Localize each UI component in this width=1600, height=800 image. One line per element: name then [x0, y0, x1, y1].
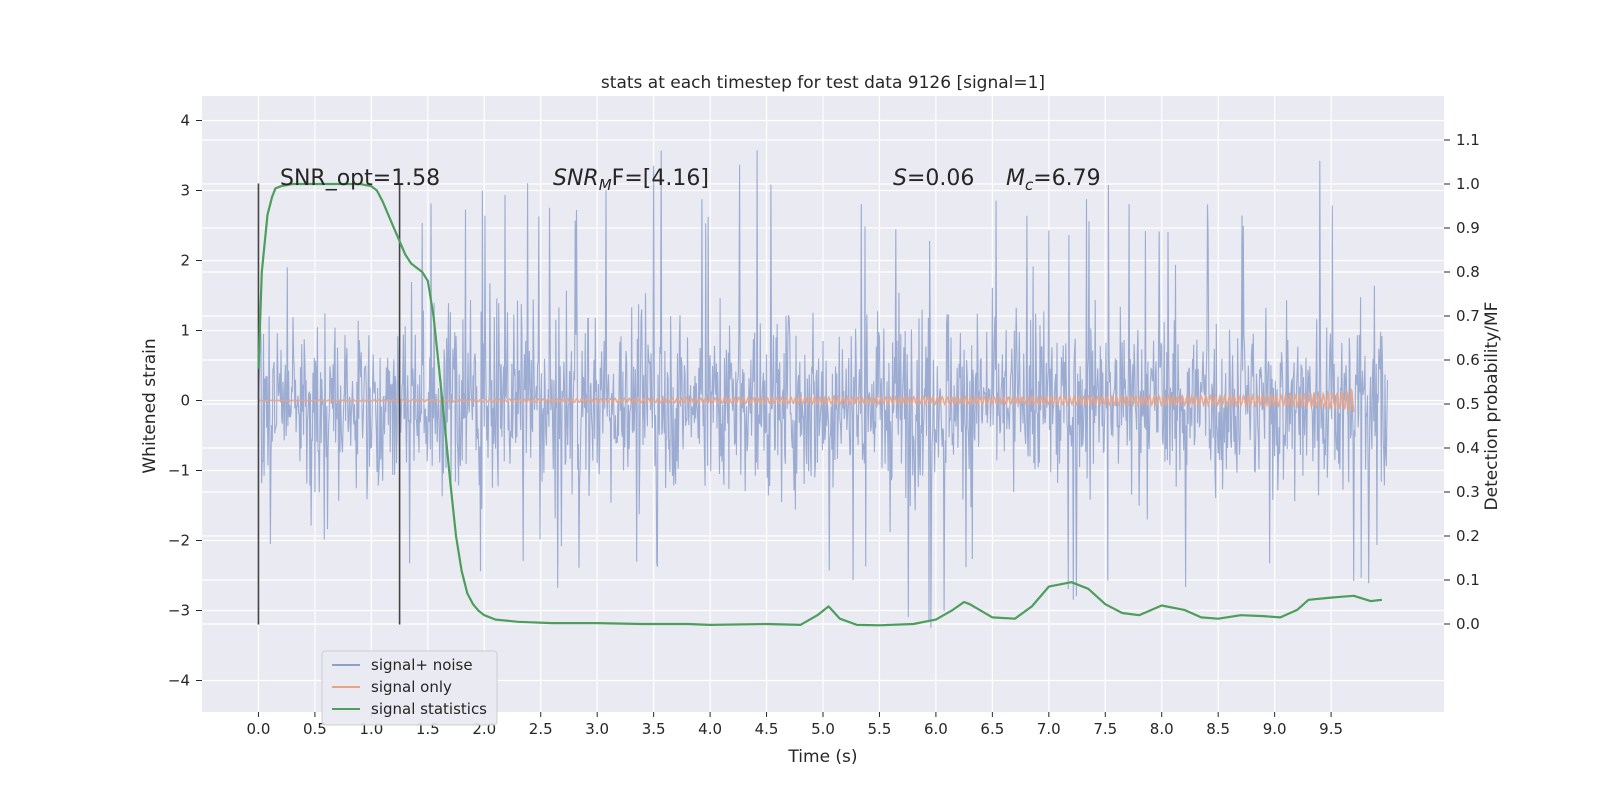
annotation-snr-mf: SNRMF=[4.16] — [553, 166, 709, 194]
x-tick-label: 0.0 — [247, 720, 271, 738]
y-left-tick-label: −1 — [168, 462, 190, 480]
annotation-s: S=0.06 — [893, 166, 974, 191]
x-tick-label: 0.5 — [303, 720, 327, 738]
y-left-tick-label: 0 — [180, 392, 190, 410]
y-right-tick-label: 0.9 — [1456, 219, 1480, 237]
y-right-tick-label: 0.3 — [1456, 483, 1480, 501]
x-tick-label: 3.0 — [585, 720, 609, 738]
y-left-tick-label: −4 — [168, 672, 190, 690]
x-tick-label: 9.0 — [1263, 720, 1287, 738]
x-tick-label: 8.5 — [1206, 720, 1230, 738]
legend-box — [321, 650, 498, 726]
y-right-tick-label: 0.6 — [1456, 351, 1480, 369]
series-signal-only — [258, 388, 1355, 413]
y-right-tick-label: 0.1 — [1456, 571, 1480, 589]
x-tick-label: 7.0 — [1037, 720, 1061, 738]
vertical-markers — [257, 183, 401, 625]
y-left-tick-label: 1 — [180, 322, 190, 340]
x-tick-label: 4.5 — [755, 720, 779, 738]
y-right-tick-label: 0.0 — [1456, 615, 1480, 633]
x-tick-label: 5.0 — [811, 720, 835, 738]
x-tick-label: 3.5 — [642, 720, 666, 738]
y-axis-left-ticks: 4 3 2 1 0 −1 −2 −3 −4 — [168, 112, 202, 690]
legend-label-signal-statistics: signal statistics — [371, 700, 487, 718]
x-tick-label: 9.5 — [1319, 720, 1343, 738]
signal-only-line — [258, 388, 1355, 413]
y-right-tick-label: 0.8 — [1456, 263, 1480, 281]
y-right-tick-label: 1.1 — [1456, 131, 1480, 149]
legend: signal+ noise signal only signal statist… — [321, 650, 498, 726]
x-tick-label: 7.5 — [1093, 720, 1117, 738]
y-right-tick-label: 0.2 — [1456, 527, 1480, 545]
x-tick-label: 2.5 — [529, 720, 553, 738]
annotation-snr-opt: SNR_opt=1.58 — [280, 166, 440, 191]
signal-statistics-line — [257, 182, 1383, 627]
y-axis-left-label: Whitened strain — [140, 338, 160, 473]
signal-plus-noise-line — [257, 150, 1389, 628]
y-left-tick-label: 2 — [180, 252, 190, 270]
annotation-mc: Mc=6.79 — [1006, 166, 1101, 194]
legend-label-signal-plus-noise: signal+ noise — [371, 656, 473, 674]
y-right-tick-label: 0.4 — [1456, 439, 1480, 457]
x-axis-label: Time (s) — [787, 747, 857, 767]
y-right-tick-label: 0.5 — [1456, 395, 1480, 413]
series-signal-plus-noise — [257, 150, 1389, 628]
x-tick-label: 4.0 — [698, 720, 722, 738]
y-left-tick-label: 3 — [180, 182, 190, 200]
y-left-tick-label: 4 — [180, 112, 190, 130]
y-right-tick-label: 1.0 — [1456, 175, 1480, 193]
x-tick-label: 8.0 — [1150, 720, 1174, 738]
x-tick-label: 6.5 — [980, 720, 1004, 738]
series-signal-statistics — [257, 182, 1383, 627]
chart-title: stats at each timestep for test data 912… — [601, 73, 1045, 93]
x-tick-label: 6.0 — [924, 720, 948, 738]
legend-label-signal-only: signal only — [371, 678, 452, 696]
y-right-tick-label: 0.7 — [1456, 307, 1480, 325]
x-tick-label: 5.5 — [868, 720, 892, 738]
y-left-tick-label: −3 — [168, 602, 190, 620]
y-axis-right-ticks: 1.1 1.0 0.9 0.8 0.7 0.6 0.5 0.4 0.3 0.2 0.1 0.0 — [1444, 131, 1480, 633]
y-left-tick-label: −2 — [168, 532, 190, 550]
y-axis-right-label: Detection probability/MF — [1482, 302, 1502, 511]
